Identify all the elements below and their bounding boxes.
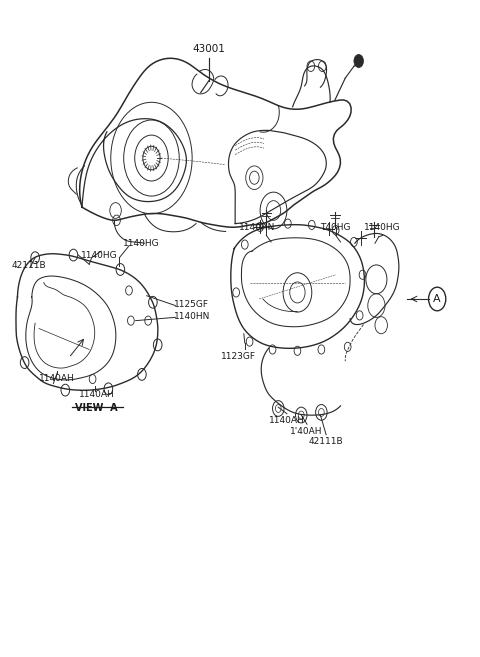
- Text: 1140HG: 1140HG: [123, 238, 159, 248]
- Text: 1140HG: 1140HG: [364, 223, 401, 232]
- Text: 1123GF: 1123GF: [221, 352, 256, 361]
- Text: 1140AH: 1140AH: [79, 390, 114, 399]
- Text: 43001: 43001: [192, 45, 225, 55]
- Text: 1125GF: 1125GF: [174, 300, 209, 309]
- Text: 42111B: 42111B: [11, 261, 46, 270]
- Text: 1140HG: 1140HG: [81, 250, 118, 260]
- Text: 42111B: 42111B: [309, 438, 344, 446]
- Text: VIEW  A: VIEW A: [75, 403, 118, 413]
- Text: T40HG: T40HG: [321, 223, 351, 232]
- Circle shape: [354, 55, 363, 68]
- Text: 1140HN: 1140HN: [174, 312, 211, 321]
- Text: 1140AH: 1140AH: [39, 374, 75, 384]
- Text: A: A: [433, 294, 441, 304]
- Text: 1140AH: 1140AH: [268, 417, 304, 425]
- Text: 1140HN: 1140HN: [239, 223, 275, 232]
- Text: 1'40AH: 1'40AH: [290, 427, 322, 436]
